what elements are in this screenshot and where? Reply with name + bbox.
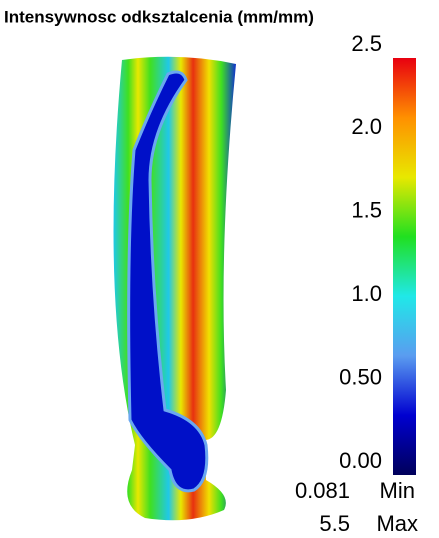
colorbar-tick-label: 2.5 xyxy=(351,31,382,56)
colorbar-tick-label: 0.50 xyxy=(339,364,382,389)
min-label: Min xyxy=(380,478,415,503)
contour-plot xyxy=(113,56,236,521)
colorbar-tick-label: 1.5 xyxy=(351,198,382,223)
chart-title: Intensywnosc odksztalcenia (mm/mm) xyxy=(4,7,314,26)
colorbar-tick-label: 0.00 xyxy=(339,448,382,473)
colorbar-tick-label: 1.0 xyxy=(351,281,382,306)
channel xyxy=(127,70,209,493)
max-value: 5.5 xyxy=(319,511,350,536)
colorbar xyxy=(393,58,416,475)
colorbar-tick-label: 2.0 xyxy=(351,114,382,139)
min-value: 0.081 xyxy=(295,478,350,503)
max-label: Max xyxy=(376,511,418,536)
